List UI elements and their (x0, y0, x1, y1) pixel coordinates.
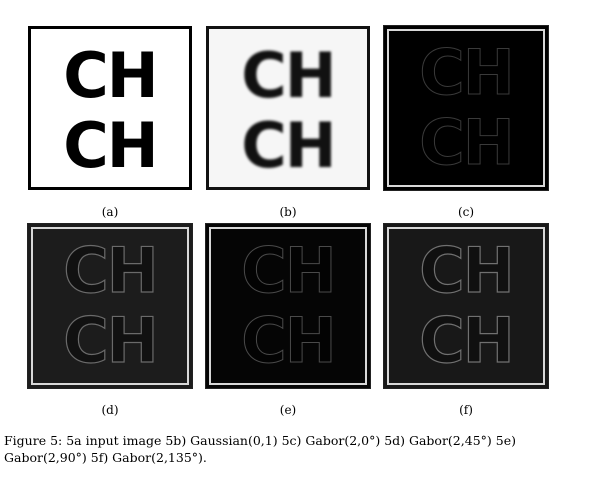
figure-panel-b: CH CH (206, 26, 370, 190)
panel-f-text-top: CH (419, 234, 516, 307)
figure-panel-e: CH CH (206, 224, 370, 388)
caption-line-1: Figure 5: 5a input image 5b) Gaussian(0,… (4, 433, 516, 448)
panel-a-text-top: CH (63, 39, 158, 112)
panel-b-label: (b) (279, 205, 297, 219)
panel-f-label: (f) (459, 403, 473, 417)
panel-e-text-bottom: CH (241, 304, 337, 377)
panel-b-text-top: CH (241, 39, 336, 112)
panel-d-text-top: CH (63, 234, 160, 307)
figure-panel-a: CH CH (28, 26, 192, 190)
figure-panel-c: CH CH (384, 26, 548, 190)
panel-a-text-bottom: CH (63, 109, 158, 182)
panel-c-label: (c) (457, 205, 475, 219)
figure-panel-d: CH CH (28, 224, 192, 388)
panel-e-label: (e) (279, 403, 297, 417)
panel-c-text-top: CH (419, 36, 515, 109)
panel-b-text-bottom: CH (241, 109, 336, 182)
figure-caption: Figure 5: 5a input image 5b) Gaussian(0,… (4, 432, 582, 466)
panel-d-text-bottom: CH (63, 304, 160, 377)
caption-line-2: Gabor(2,90°) 5f) Gabor(2,135°). (4, 450, 207, 465)
panel-c-text-bottom: CH (419, 106, 515, 179)
panel-a-label: (a) (101, 205, 119, 219)
panel-e-text-top: CH (241, 234, 337, 307)
figure-panel-f: CH CH (384, 224, 548, 388)
panel-d-label: (d) (101, 403, 119, 417)
panel-f-text-bottom: CH (419, 304, 516, 377)
